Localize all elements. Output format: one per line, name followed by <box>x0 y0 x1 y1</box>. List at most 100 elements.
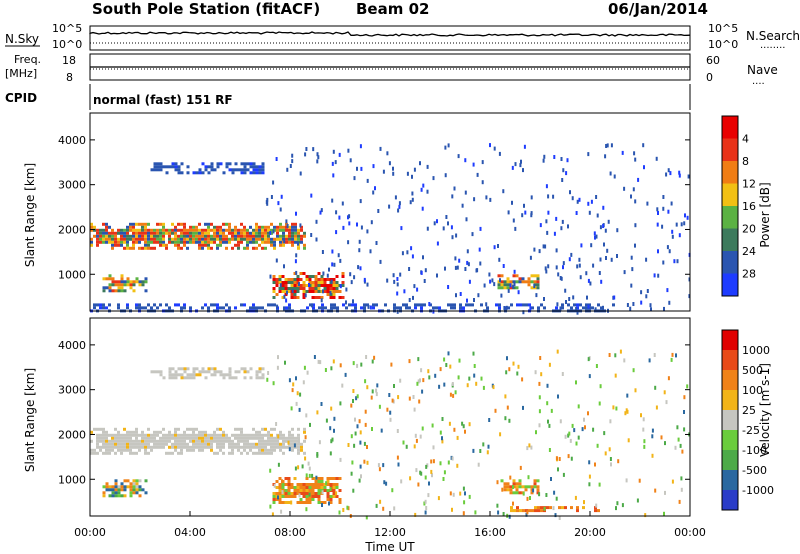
velocity-cell <box>222 439 225 443</box>
velocity-cell <box>276 439 279 443</box>
power-scatter-cell <box>604 228 607 233</box>
power-cell <box>228 306 231 310</box>
velocity-cell <box>180 442 183 446</box>
power-cell <box>252 171 256 175</box>
time-tick-label: 04:00 <box>174 526 206 539</box>
velocity-scatter-cell <box>305 473 308 478</box>
power-cell <box>317 278 321 281</box>
velocity-cell <box>141 430 144 434</box>
power-cell <box>320 278 324 281</box>
power-cell <box>141 234 144 238</box>
velocity-cell <box>201 430 204 434</box>
power-cell <box>258 231 261 235</box>
power-cell <box>261 240 264 244</box>
power-cell <box>153 228 156 232</box>
velocity-scatter-cell <box>459 491 462 496</box>
velocity-scatter-cell <box>562 472 565 477</box>
velocity-cell <box>159 442 162 446</box>
power-scatter-cell <box>386 151 389 156</box>
velocity-colorbar-tick: -25 <box>742 424 760 437</box>
power-scatter-cell <box>353 275 356 280</box>
power-scatter-cell <box>358 239 361 244</box>
power-cell <box>273 225 276 229</box>
velocity-cell <box>150 439 153 443</box>
power-scatter-cell <box>655 156 658 161</box>
velocity-scatter-cell <box>595 364 598 368</box>
velocity-cell <box>174 430 177 434</box>
velocity-cell <box>326 489 330 492</box>
power-colorbar-swatch <box>722 161 738 184</box>
velocity-cell <box>287 495 291 498</box>
velocity-cell <box>287 489 291 492</box>
velocity-cell <box>135 491 139 495</box>
power-cell <box>207 234 210 238</box>
power-cell <box>93 225 96 229</box>
power-scatter-cell <box>457 154 460 159</box>
power-cell <box>171 165 175 169</box>
power-cell <box>258 243 261 247</box>
power-scatter-cell <box>297 241 299 246</box>
velocity-cell <box>174 436 177 440</box>
power-scatter-cell <box>507 210 510 215</box>
power-scatter-cell <box>562 261 565 266</box>
velocity-cell <box>102 451 105 455</box>
velocity-cell <box>186 433 189 437</box>
velocity-cell <box>105 445 108 449</box>
power-cell <box>270 231 273 235</box>
power-cell <box>198 234 201 238</box>
power-cell <box>222 237 225 241</box>
power-scatter-cell <box>451 235 454 240</box>
velocity-cell <box>335 483 339 486</box>
velocity-scatter-cell <box>432 459 435 464</box>
power-cell <box>288 303 291 307</box>
velocity-cell <box>338 501 342 504</box>
power-scatter-cell <box>465 217 468 222</box>
velocity-cell <box>120 494 124 498</box>
power-scatter-cell <box>656 207 659 212</box>
velocity-cell <box>198 433 201 437</box>
power-cell <box>267 231 270 235</box>
power-cell <box>320 275 324 278</box>
power-scatter-cell <box>610 143 613 148</box>
power-cell <box>108 237 111 241</box>
power-cell <box>117 286 121 290</box>
velocity-scatter-cell <box>588 460 591 465</box>
power-cell <box>147 246 150 250</box>
velocity-cell <box>291 427 294 431</box>
velocity-cell <box>126 479 130 483</box>
velocity-cell <box>243 448 246 452</box>
velocity-cell <box>204 436 207 440</box>
velocity-cell <box>153 370 157 374</box>
power-cell <box>192 231 195 235</box>
power-scatter-cell <box>684 213 686 218</box>
velocity-cell <box>261 436 264 440</box>
velocity-cell <box>279 445 282 449</box>
power-scatter-cell <box>269 231 272 235</box>
power-cell <box>291 228 294 232</box>
power-cell <box>435 306 438 310</box>
power-cell <box>258 306 261 310</box>
velocity-scatter-cell <box>452 393 455 398</box>
velocity-scatter-cell <box>304 456 307 461</box>
velocity-scatter-cell <box>391 398 394 403</box>
power-cell <box>216 237 219 241</box>
velocity-cell <box>120 436 123 440</box>
velocity-cell <box>114 427 117 431</box>
velocity-scatter-cell <box>333 416 336 421</box>
power-scatter-cell <box>588 210 591 215</box>
velocity-cell <box>114 445 117 449</box>
velocity-cell <box>524 488 528 492</box>
power-cell <box>138 283 142 287</box>
power-cell <box>420 306 423 310</box>
power-cell <box>198 237 201 241</box>
power-scatter-cell <box>328 267 330 272</box>
power-cell <box>281 287 285 290</box>
velocity-cell <box>192 445 195 449</box>
power-cell <box>278 275 282 278</box>
velocity-cell <box>506 482 510 486</box>
power-cell <box>111 243 114 247</box>
power-cell <box>129 280 133 284</box>
power-scatter-cell <box>337 253 340 258</box>
power-cell <box>156 306 159 310</box>
power-cell <box>273 246 276 250</box>
